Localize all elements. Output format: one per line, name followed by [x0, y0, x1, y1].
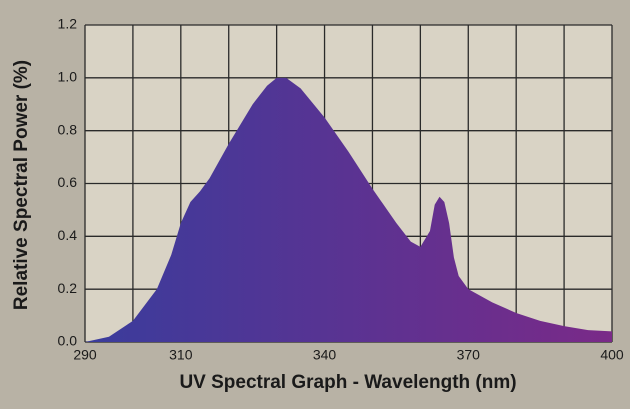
y-tick-label: 1.0	[58, 69, 78, 85]
labels: 0.0 0.2 0.4 0.6 0.8 1.0 1.2 290 310 340 370 400	[58, 16, 624, 363]
y-tick-label: 0.2	[58, 280, 78, 296]
y-tick-label: 0.4	[58, 227, 78, 243]
y-tick-label: 0.0	[58, 333, 78, 349]
x-tick-label: 310	[169, 347, 193, 363]
y-tick-label: 0.8	[58, 121, 78, 137]
x-axis-title: UV Spectral Graph - Wavelength (nm)	[179, 372, 516, 393]
y-tick-label: 0.6	[58, 174, 78, 190]
spectrum-area	[85, 77, 612, 342]
x-tick-label: 290	[73, 347, 97, 363]
y-tick-label: 1.2	[58, 16, 78, 32]
marks	[85, 77, 612, 342]
x-tick-label: 370	[457, 347, 481, 363]
y-axis-title: Relative Spectral Power (%)	[11, 60, 32, 310]
x-tick-label: 340	[313, 347, 337, 363]
x-tick-label: 400	[600, 347, 624, 363]
